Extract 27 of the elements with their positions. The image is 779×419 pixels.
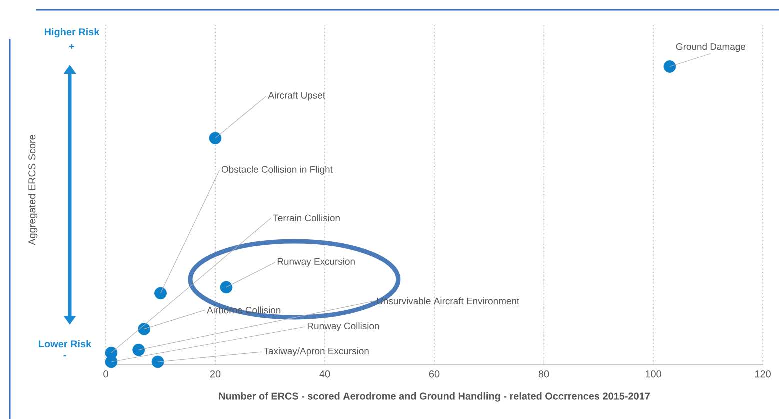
x-tick-label: 0 [104, 370, 108, 378]
text: Lower Risk [39, 340, 92, 348]
annotation: Runway Collision [308, 322, 380, 332]
annotation: Taxiway/Apron Excursion [264, 348, 369, 356]
point [209, 132, 222, 145]
text: Higher Risk [44, 28, 100, 38]
x-tick-label: 100 [646, 370, 662, 378]
x-axis-title: Number of ERCS - scored Aerodrome and Ground Handling - related Occrrences 2015-2017 [219, 392, 650, 402]
text: + [70, 44, 75, 50]
annotation: Aircraft Upset [268, 92, 326, 101]
point [220, 281, 233, 294]
text: - [64, 355, 66, 357]
x-tick-label: 20 [210, 370, 221, 378]
point [154, 287, 167, 300]
point [152, 356, 164, 368]
x-tick-label: 80 [538, 370, 550, 378]
annotation: Obstacle Collision in Flight [222, 166, 333, 175]
annotation: Runway Excursion [278, 258, 355, 267]
point [132, 344, 146, 356]
point [138, 323, 151, 336]
x-tick-label: 120 [755, 370, 771, 378]
x-tick-label: 40 [320, 370, 330, 378]
point [664, 60, 676, 73]
annotation: Ground Damage [676, 43, 746, 52]
annotation: Terrain Collision [273, 214, 340, 222]
x-tick-label: 60 [429, 370, 440, 378]
text: Aggregated ERCS Score [28, 135, 38, 246]
